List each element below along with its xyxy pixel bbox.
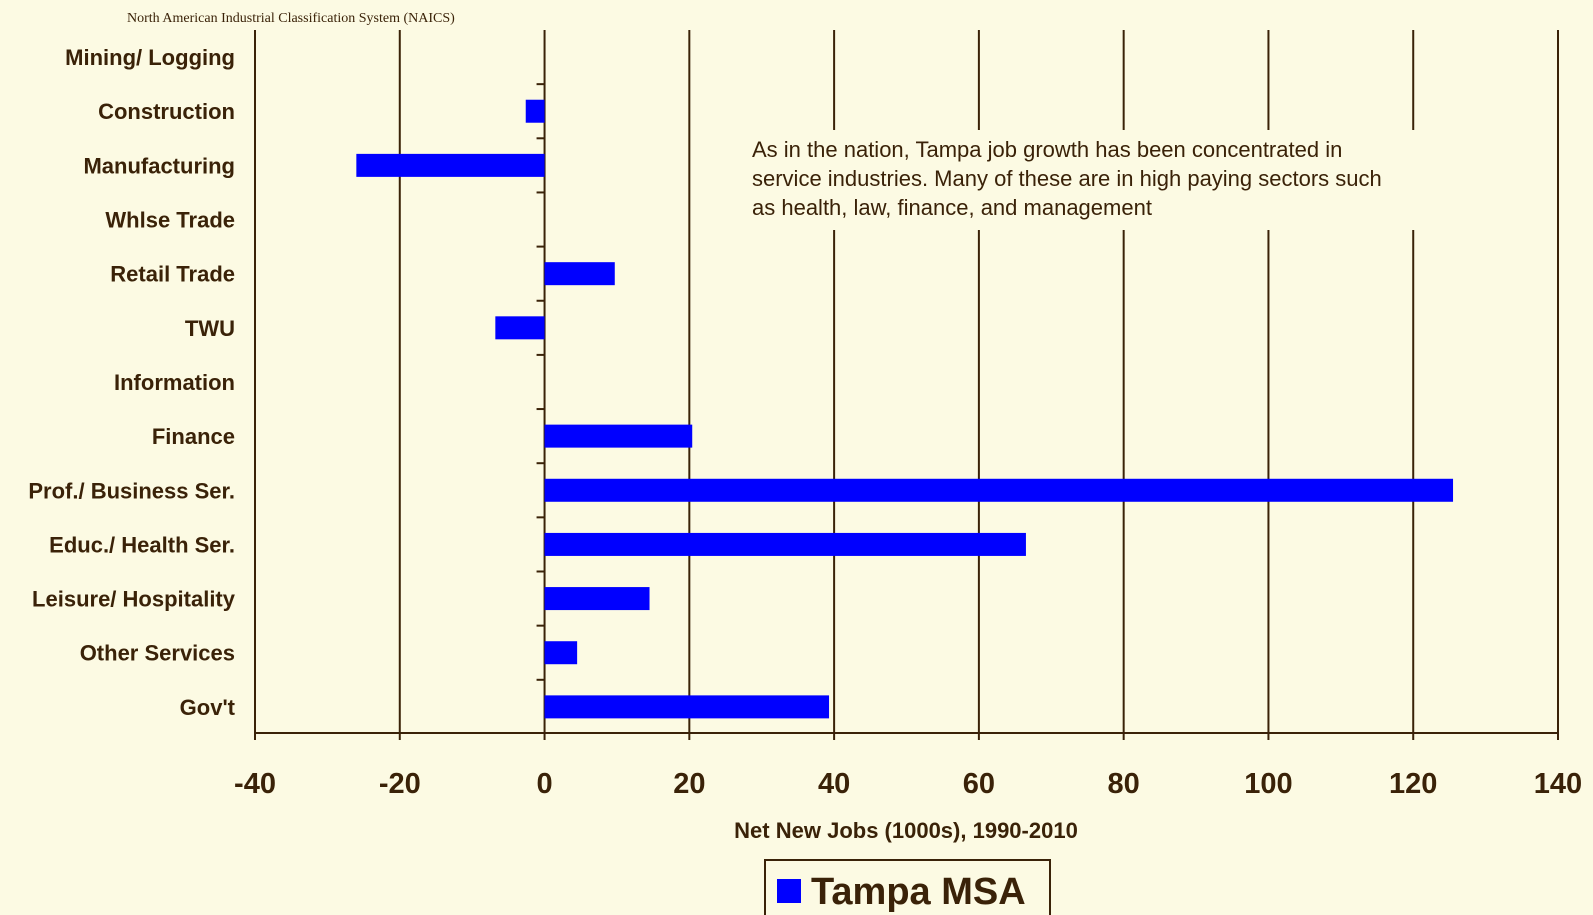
bar-leisure-hospitality [544, 587, 650, 611]
bar-twu [495, 316, 545, 340]
x-tick-label: 120 [1389, 768, 1437, 800]
x-tick-label: 60 [963, 768, 995, 800]
x-tick-label: -20 [379, 768, 421, 800]
x-tick-label: 80 [1108, 768, 1140, 800]
category-label: TWU [185, 316, 235, 341]
category-label: Finance [152, 424, 235, 449]
bar-gov-t [544, 695, 830, 719]
source-note: North American Industrial Classification… [127, 11, 455, 26]
axes [254, 30, 1559, 740]
annotation-line-2: service industries. Many of these are in… [752, 166, 1382, 191]
category-label: Gov't [180, 695, 236, 720]
category-labels: Mining/ Logging Construction Manufacturing… [28, 45, 235, 720]
legend-swatch [777, 879, 801, 903]
category-label: Mining/ Logging [65, 45, 235, 70]
legend-label: Tampa MSA [811, 871, 1026, 913]
x-tick-label: 140 [1534, 768, 1582, 800]
bar-retail-trade [544, 262, 615, 286]
x-tick-label: 100 [1244, 768, 1292, 800]
x-tick-label: 40 [818, 768, 850, 800]
annotation-background [738, 130, 1453, 230]
category-label: Prof./ Business Ser. [28, 478, 235, 503]
category-label: Leisure/ Hospitality [32, 587, 236, 612]
category-label: Other Services [80, 641, 235, 666]
category-label: Manufacturing [83, 153, 235, 178]
x-tick-labels: -40 -20 0 20 40 60 80 100 120 140 [234, 768, 1582, 800]
x-tick-label: 20 [673, 768, 705, 800]
category-label: Retail Trade [110, 262, 235, 287]
category-label: Whlse Trade [105, 208, 235, 233]
annotation-line-1: As in the nation, Tampa job growth has b… [752, 137, 1342, 162]
category-label: Construction [98, 99, 235, 124]
annotation-box: As in the nation, Tampa job growth has b… [738, 130, 1453, 230]
bar-prof-business-ser [544, 478, 1454, 502]
annotation-line-3: as health, law, finance, and management [752, 195, 1152, 220]
bar-manufacturing [356, 153, 545, 177]
legend-frame [764, 859, 1051, 915]
x-tick-label: -40 [234, 768, 276, 800]
bars [356, 99, 1454, 719]
category-label: Information [114, 370, 235, 395]
category-label: Educ./ Health Ser. [49, 532, 235, 557]
bar-construction [525, 99, 545, 123]
legend: Tampa MSA [764, 859, 1051, 915]
bar-educ-health-ser [544, 532, 1026, 556]
bar-finance [544, 424, 693, 448]
bar-other-services [544, 641, 578, 665]
x-axis-title: Net New Jobs (1000s), 1990-2010 [734, 818, 1078, 843]
x-tick-label: 0 [536, 768, 552, 800]
